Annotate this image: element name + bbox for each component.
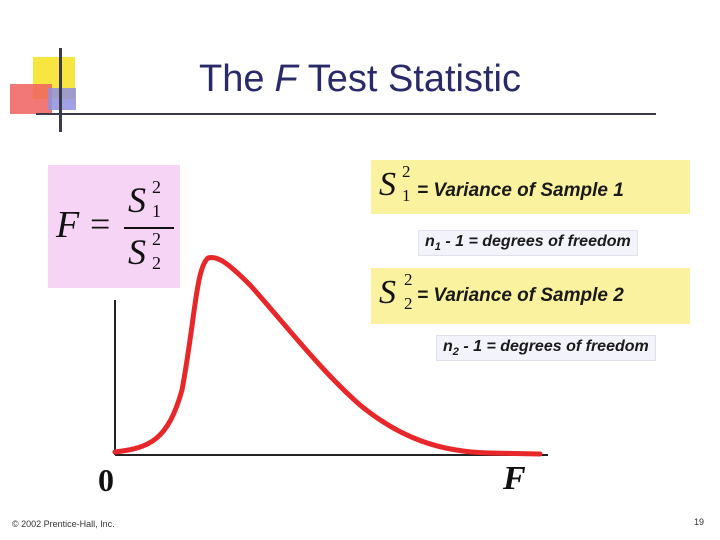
title-suffix: Test Statistic: [307, 58, 521, 100]
sample2-sub: 2: [404, 294, 413, 313]
sample2-df-var: n: [443, 338, 453, 355]
sample2-df-text: - 1 = degrees of freedom: [458, 338, 649, 355]
formula-equals: =: [90, 204, 111, 244]
slide-title: The F Test Statistic: [0, 58, 720, 101]
formula-denominator-sup: 2: [152, 229, 161, 249]
sample1-df: n1 - 1 = degrees of freedom: [418, 230, 638, 257]
logo-square-red: [10, 84, 52, 114]
title-underline: [36, 113, 656, 115]
sample2-symbol: S: [379, 274, 396, 311]
sample1-df-text: - 1 = degrees of freedom: [440, 233, 631, 250]
formula-lhs: F: [56, 204, 80, 246]
sample2-df-sub: 2: [452, 346, 459, 359]
formula-numerator-sub: 1: [152, 201, 161, 221]
sample1-df-sub: 1: [434, 241, 441, 254]
sample1-sup: 2: [402, 162, 411, 181]
sample1-symbol: S: [379, 166, 396, 203]
sample1-label: = Variance of Sample 1: [417, 180, 624, 201]
footer-copyright: © 2002 Prentice-Hall, Inc.: [12, 519, 115, 529]
f-formula-box: F = S 2 1 S 2 2: [48, 165, 180, 288]
formula-denominator: S: [128, 232, 146, 272]
fraction-bar: [124, 227, 174, 229]
origin-label: 0: [98, 462, 114, 498]
sample1-df-var: n: [425, 233, 435, 250]
sample2-df: n2 - 1 = degrees of freedom: [436, 335, 656, 362]
density-curve: [112, 255, 543, 457]
logo-square-blue: [48, 88, 76, 110]
sample2-box: S 2 2 = Variance of Sample 2: [371, 268, 690, 324]
sample2-sup: 2: [404, 270, 413, 289]
x-axis-label: F: [503, 460, 526, 497]
sample1-box: S 2 1 = Variance of Sample 1: [371, 160, 690, 214]
formula-numerator: S: [128, 180, 146, 220]
sample2-label: = Variance of Sample 2: [417, 285, 624, 306]
title-prefix: The: [199, 58, 265, 100]
formula-numerator-sup: 2: [152, 177, 161, 197]
title-variable: F: [274, 58, 298, 100]
page-number: 19: [694, 517, 705, 527]
logo-vertical-line: [59, 48, 62, 132]
sample1-sub: 1: [402, 186, 411, 205]
formula-denominator-sub: 2: [152, 253, 161, 273]
